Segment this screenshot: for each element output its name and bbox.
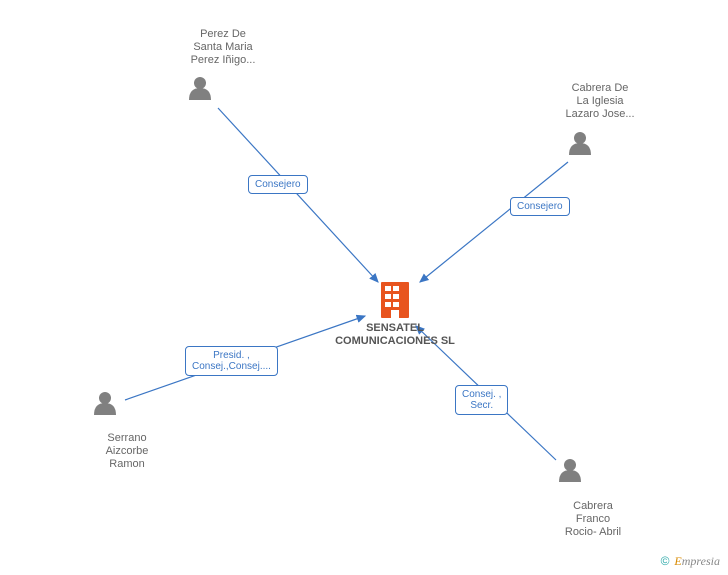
edge-line (420, 162, 568, 282)
company-icon (381, 282, 409, 318)
person-label-perez: Perez DeSanta MariaPerez Iñigo... (178, 28, 268, 67)
person-label-serrano: SerranoAizcorbeRamon (82, 432, 172, 471)
person-label-cabrera_lazaro: Cabrera DeLa IglesiaLazaro Jose... (555, 82, 645, 121)
person-icon (94, 392, 116, 415)
company-label: SENSATELCOMUNICACIONES SL (325, 322, 465, 348)
edge-label-perez: Consejero (248, 175, 308, 194)
edge-label-cabrera_lazaro: Consejero (510, 197, 570, 216)
edge-line (218, 108, 378, 282)
person-icon (559, 459, 581, 482)
edge-label-cabrera_franco: Consej. ,Secr. (455, 385, 508, 415)
edge-label-serrano: Presid. ,Consej.,Consej.... (185, 346, 278, 376)
watermark: © Empresia (661, 554, 720, 569)
watermark-text: Empresia (674, 554, 720, 568)
copyright-symbol: © (661, 554, 670, 568)
person-label-cabrera_franco: CabreraFrancoRocio- Abril (548, 500, 638, 539)
person-icon (569, 132, 591, 155)
person-icon (189, 77, 211, 100)
